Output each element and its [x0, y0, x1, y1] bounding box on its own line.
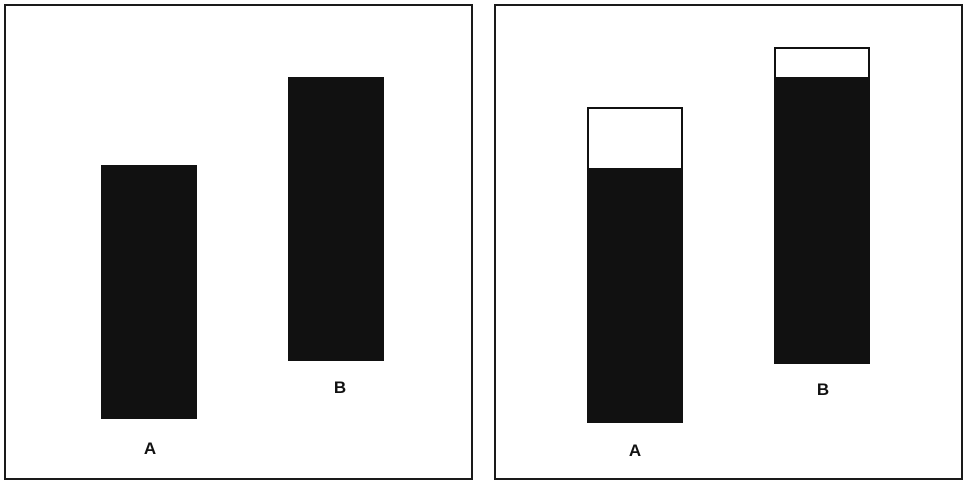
bar-b-left [288, 77, 384, 361]
bar-label-a-left: A [143, 439, 157, 458]
bar-a-left [101, 165, 197, 419]
bar-b-right-empty-segment [774, 47, 870, 77]
bar-a-right-filled-segment [587, 168, 683, 423]
left-panel: A B [4, 4, 473, 480]
right-panel: A B [494, 4, 963, 480]
bar-b-right-filled-segment [774, 77, 870, 364]
bar-label-b-right: B [816, 380, 830, 399]
bar-label-b-left: B [333, 378, 347, 397]
bar-label-a-right: A [628, 441, 642, 460]
bar-a-right-empty-segment [587, 107, 683, 168]
